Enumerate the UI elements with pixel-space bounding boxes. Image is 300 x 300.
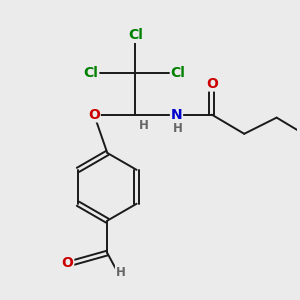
Text: O: O bbox=[61, 256, 74, 270]
Text: H: H bbox=[116, 266, 125, 279]
Text: H: H bbox=[139, 119, 149, 132]
Text: Cl: Cl bbox=[128, 28, 143, 42]
Text: O: O bbox=[206, 77, 218, 91]
Text: Cl: Cl bbox=[170, 66, 185, 80]
Text: N: N bbox=[171, 108, 182, 122]
Text: O: O bbox=[88, 108, 100, 122]
Text: H: H bbox=[173, 122, 183, 135]
Text: Cl: Cl bbox=[84, 66, 98, 80]
